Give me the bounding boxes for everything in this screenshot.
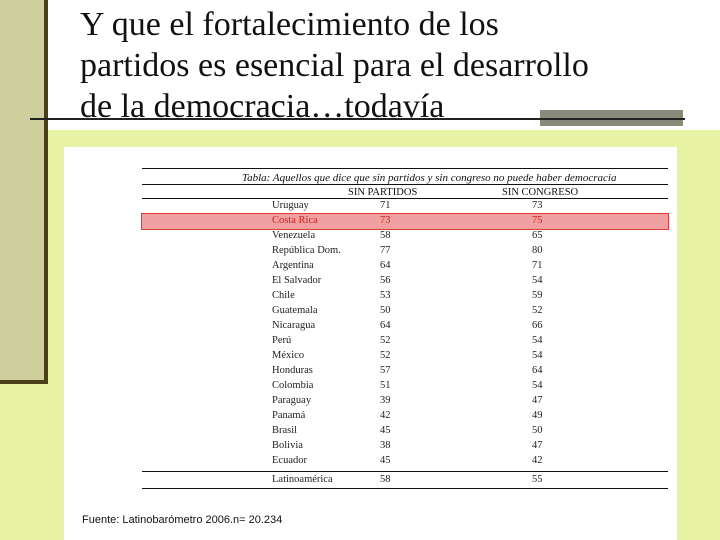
cell-sin-congreso: 42 [532, 455, 543, 466]
cell-country: Honduras [272, 365, 313, 376]
table-row: Bolivia 38 47 [142, 439, 668, 454]
table-body: Uruguay 71 73 Costa Rica 73 75 Venezuela 58 65 Re… [141, 199, 669, 469]
cell-sin-congreso: 49 [532, 410, 543, 421]
cell-sin-partidos: 39 [380, 395, 391, 406]
cell-sin-partidos: 52 [380, 335, 391, 346]
cell-country: Nicaragua [272, 320, 316, 331]
cell-sin-partidos: 50 [380, 305, 391, 316]
table-bottom-rule [142, 488, 668, 489]
cell-country: Paraguay [272, 395, 312, 406]
cell-sin-congreso: 73 [532, 200, 543, 211]
cell-sin-partidos: 64 [380, 320, 391, 331]
cell-country: Brasil [272, 425, 298, 436]
cell-sin-partidos: 45 [380, 455, 391, 466]
cell-sin-congreso: 75 [532, 215, 543, 226]
cell-sin-partidos: 71 [380, 200, 391, 211]
cell-sin-congreso: 50 [532, 425, 543, 436]
cell-sin-partidos: 58 [380, 230, 391, 241]
cell-sin-partidos: 45 [380, 425, 391, 436]
cell-sin-congreso: 47 [532, 395, 543, 406]
cell-sin-partidos: 52 [380, 350, 391, 361]
cell-sin-congreso: 65 [532, 230, 543, 241]
cell-country: Argentina [272, 260, 314, 271]
total-sin-partidos: 58 [380, 474, 391, 485]
cell-sin-partidos: 64 [380, 260, 391, 271]
slide-title-line-1: Y que el fortalecimiento de los [80, 6, 499, 43]
table-row-highlighted: Costa Rica 73 75 [141, 213, 669, 230]
cell-sin-congreso: 54 [532, 335, 543, 346]
table-row: Chile 53 59 [142, 289, 668, 304]
table-row: Honduras 57 64 [142, 364, 668, 379]
cell-sin-congreso: 52 [532, 305, 543, 316]
table-row: Ecuador 45 42 [142, 454, 668, 469]
cell-sin-congreso: 66 [532, 320, 543, 331]
cell-country: Bolivia [272, 440, 303, 451]
cell-sin-partidos: 38 [380, 440, 391, 451]
column-header-sin-partidos: SIN PARTIDOS [348, 187, 418, 198]
table-row: Nicaragua 64 66 [142, 319, 668, 334]
cell-sin-partidos: 42 [380, 410, 391, 421]
cell-sin-partidos: 51 [380, 380, 391, 391]
total-country: Latinoamérica [272, 474, 333, 485]
cell-sin-partidos: 73 [380, 215, 391, 226]
table-title-rule [142, 184, 668, 185]
cell-sin-congreso: 54 [532, 275, 543, 286]
column-header-sin-congreso: SIN CONGRESO [502, 187, 579, 198]
table-top-rule [142, 168, 668, 169]
cell-country: México [272, 350, 305, 361]
table-row: Colombia 51 54 [142, 379, 668, 394]
cell-sin-partidos: 77 [380, 245, 391, 256]
left-vertical-line [44, 0, 48, 384]
cell-country: Panamá [272, 410, 306, 421]
cell-sin-partidos: 53 [380, 290, 391, 301]
table-total-rule [142, 471, 668, 472]
table-row: Uruguay 71 73 [142, 199, 668, 214]
table-header-rule [142, 198, 668, 199]
table-row: Panamá 42 49 [142, 409, 668, 424]
cell-sin-partidos: 56 [380, 275, 391, 286]
table-total-row: Latinoamérica 58 55 [142, 473, 668, 488]
slide-title: Y que el fortalecimiento de los partidos… [80, 4, 700, 127]
left-horizontal-divider [0, 380, 48, 384]
cell-sin-congreso: 64 [532, 365, 543, 376]
table-row: Guatemala 50 52 [142, 304, 668, 319]
cell-sin-congreso: 54 [532, 380, 543, 391]
cell-country: El Salvador [272, 275, 322, 286]
source-note: Fuente: Latinobarómetro 2006.n= 20.234 [82, 514, 283, 526]
left-decor-bar-top [0, 0, 46, 382]
cell-sin-congreso: 80 [532, 245, 543, 256]
cell-sin-congreso: 59 [532, 290, 543, 301]
total-sin-congreso: 55 [532, 474, 543, 485]
cell-country: Ecuador [272, 455, 307, 466]
table-row: El Salvador 56 54 [142, 274, 668, 289]
table-row: Paraguay 39 47 [142, 394, 668, 409]
title-rule [30, 118, 685, 120]
table-row: México 52 54 [142, 349, 668, 364]
cell-country: Venezuela [272, 230, 316, 241]
table-row: Argentina 64 71 [142, 259, 668, 274]
cell-sin-partidos: 57 [380, 365, 391, 376]
cell-country: Colombia [272, 380, 314, 391]
table-row: Brasil 45 50 [142, 424, 668, 439]
left-decor-bar-bottom [0, 382, 48, 540]
table-row: República Dom. 77 80 [142, 244, 668, 259]
cell-country: Costa Rica [272, 215, 318, 226]
table-title: Tabla: Aquellos que dice que sin partido… [242, 172, 617, 184]
slide-title-line-2: partidos es esencial para el desarrollo [80, 47, 589, 84]
table-image-panel [64, 147, 677, 540]
table-row: Perú 52 54 [142, 334, 668, 349]
cell-country: Uruguay [272, 200, 309, 211]
table-row: Venezuela 58 65 [142, 229, 668, 244]
cell-country: Guatemala [272, 305, 318, 316]
cell-sin-congreso: 47 [532, 440, 543, 451]
cell-sin-congreso: 71 [532, 260, 543, 271]
cell-country: Perú [272, 335, 292, 346]
cell-country: Chile [272, 290, 295, 301]
cell-sin-congreso: 54 [532, 350, 543, 361]
cell-country: República Dom. [272, 245, 341, 256]
